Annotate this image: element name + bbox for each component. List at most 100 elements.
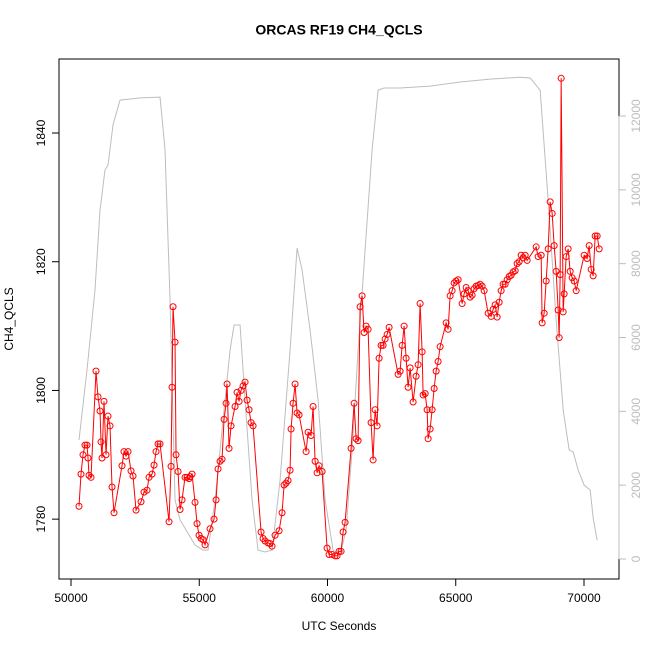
- data-point: [432, 367, 440, 375]
- data-point: [474, 282, 482, 290]
- data-point: [556, 271, 564, 279]
- data-point: [337, 547, 345, 555]
- data-point: [129, 472, 137, 480]
- data-point: [560, 290, 568, 298]
- data-point: [564, 245, 572, 253]
- data-point: [454, 276, 462, 284]
- data-point: [542, 277, 550, 285]
- data-point: [278, 509, 286, 517]
- x-tick-label: 65000: [439, 591, 473, 605]
- data-point: [124, 448, 132, 456]
- data-point: [156, 440, 164, 448]
- data-point: [100, 397, 108, 405]
- data-point: [333, 552, 341, 560]
- data-point: [83, 441, 91, 449]
- data-point: [478, 282, 486, 290]
- data-point: [241, 378, 249, 386]
- data-point: [396, 367, 404, 375]
- data-point: [233, 388, 241, 396]
- data-point: [341, 518, 349, 526]
- y-tick-label: 1820: [34, 248, 48, 275]
- data-point: [398, 341, 406, 349]
- data-point: [452, 277, 460, 285]
- data-point: [572, 287, 580, 295]
- x-tick-label: 60000: [311, 591, 345, 605]
- data-point: [249, 422, 257, 430]
- data-point: [216, 457, 224, 465]
- data-point: [385, 323, 393, 331]
- data-point: [377, 341, 385, 349]
- data-point: [79, 451, 87, 459]
- data-point: [430, 385, 438, 393]
- data-point: [227, 422, 235, 430]
- data-point: [497, 287, 505, 295]
- data-point: [448, 287, 456, 295]
- data-point: [206, 525, 214, 533]
- data-point: [379, 341, 387, 349]
- data-point: [358, 292, 366, 300]
- data-point: [81, 441, 89, 449]
- data-point: [169, 303, 177, 311]
- data-point: [172, 451, 180, 459]
- data-point: [421, 390, 429, 398]
- data-point: [193, 520, 201, 528]
- data-point: [515, 258, 523, 266]
- data-point: [257, 528, 265, 536]
- data-point: [426, 425, 434, 433]
- data-point: [364, 325, 372, 333]
- y2-tick-label: 8000: [629, 250, 643, 277]
- data-point: [271, 531, 279, 539]
- data-point: [402, 354, 410, 362]
- data-point: [171, 338, 179, 346]
- data-point: [537, 251, 545, 259]
- data-point: [419, 391, 427, 399]
- data-point: [495, 298, 503, 306]
- data-point: [589, 272, 597, 280]
- data-point: [154, 440, 162, 448]
- data-point: [559, 308, 567, 316]
- y2-tick-label: 12000: [629, 99, 643, 133]
- x-tick-label: 50000: [54, 591, 88, 605]
- data-point: [152, 448, 160, 456]
- y-tick-label: 1800: [34, 377, 48, 404]
- data-point: [313, 469, 321, 477]
- data-point: [352, 435, 360, 443]
- data-point: [331, 552, 339, 560]
- y2-tick-label: 10000: [629, 173, 643, 207]
- data-point: [523, 256, 531, 264]
- data-point: [225, 444, 233, 452]
- data-point: [587, 265, 595, 273]
- data-point: [566, 267, 574, 275]
- y-axis-label: CH4_QCLS: [2, 287, 16, 350]
- data-point: [323, 544, 331, 552]
- data-point: [302, 448, 310, 456]
- data-point: [286, 466, 294, 474]
- data-point: [458, 300, 466, 308]
- data-point: [400, 322, 408, 330]
- data-point: [150, 461, 158, 469]
- data-point: [75, 502, 83, 510]
- data-point: [412, 372, 420, 380]
- data-point: [92, 367, 100, 375]
- data-point: [557, 74, 565, 82]
- data-point: [583, 255, 591, 263]
- data-point: [96, 407, 104, 415]
- data-point: [356, 303, 364, 311]
- data-point: [284, 477, 292, 485]
- x-axis-label: UTC Seconds: [302, 619, 377, 633]
- data-point: [77, 470, 85, 478]
- data-point: [220, 415, 228, 423]
- data-point: [501, 280, 509, 288]
- data-point: [201, 541, 209, 549]
- data-point: [409, 398, 417, 406]
- data-point: [509, 268, 517, 276]
- series-line: [78, 76, 598, 556]
- data-point: [383, 330, 391, 338]
- data-point: [275, 527, 283, 535]
- data-point: [544, 245, 552, 253]
- data-point: [309, 403, 317, 411]
- data-point: [511, 267, 519, 275]
- data-point: [546, 198, 554, 206]
- data-point: [375, 354, 383, 362]
